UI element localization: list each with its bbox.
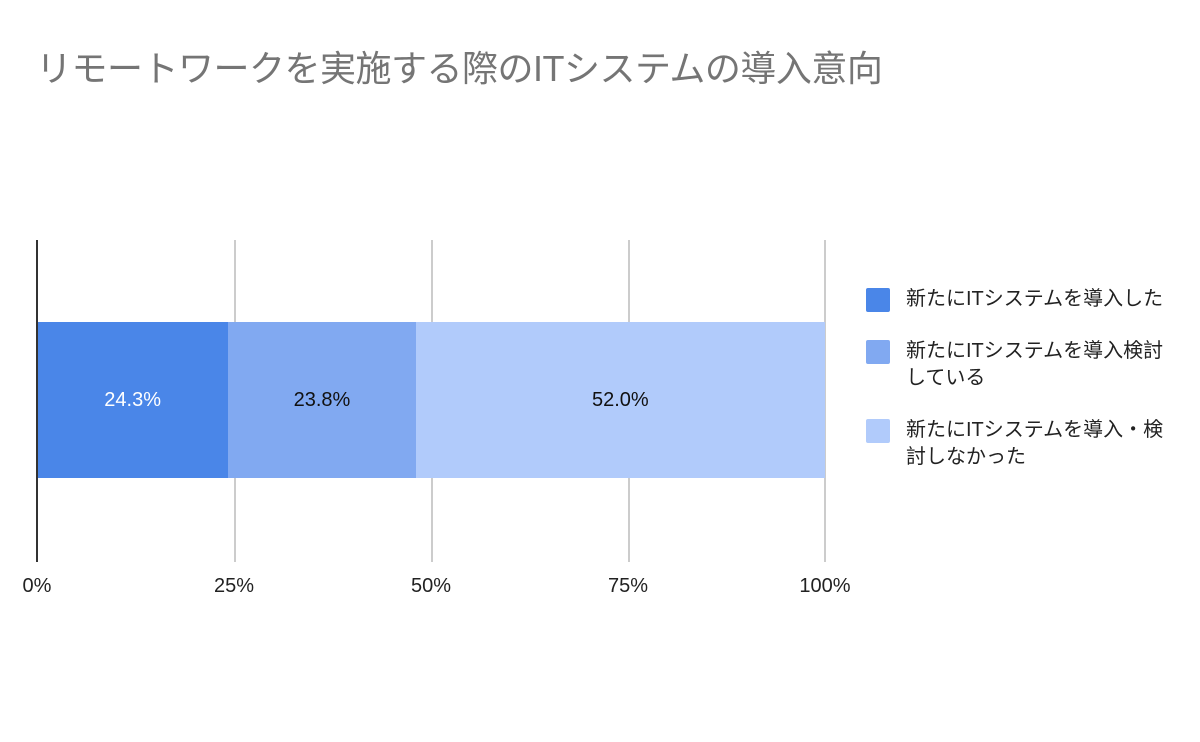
legend-item-considering[interactable]: 新たにITシステムを導入検討している [866, 338, 1186, 392]
x-tick-25: 25% [213, 575, 255, 597]
data-label: 52.0% [591, 388, 649, 411]
data-label: 24.3% [104, 388, 161, 411]
plot-area: 24.3% 23.8% 52.0% [36, 240, 826, 562]
legend-label: 新たにITシステムを導入した [906, 288, 1164, 310]
gridline-100 [824, 240, 826, 562]
data-label: 23.8% [293, 388, 351, 411]
chart-title: リモートワークを実施する際のITシステムの導入意向 [36, 48, 883, 89]
bar-segment-not-considered[interactable]: 52.0% [415, 322, 825, 478]
legend-swatch-icon [866, 340, 890, 364]
x-tick-50: 50% [410, 575, 452, 597]
legend-label: 新たにITシステムを導入検討している [906, 340, 1164, 389]
legend-item-not-considered[interactable]: 新たにITシステムを導入・検討しなかった [866, 417, 1186, 471]
x-tick-100: 100% [799, 575, 851, 597]
legend-swatch-icon [866, 288, 890, 312]
bar-segment-introduced[interactable]: 24.3% [37, 322, 229, 478]
stacked-bar: 24.3% 23.8% 52.0% [37, 322, 825, 478]
y-axis-line [36, 240, 38, 562]
x-tick-0: 0% [22, 575, 52, 597]
legend-swatch-icon [866, 419, 890, 443]
legend-item-introduced[interactable]: 新たにITシステムを導入した [866, 286, 1186, 313]
bar-segment-considering[interactable]: 23.8% [228, 322, 416, 478]
x-tick-75: 75% [607, 575, 649, 597]
legend-label: 新たにITシステムを導入・検討しなかった [906, 419, 1164, 468]
legend: 新たにITシステムを導入した 新たにITシステムを導入検討している 新たにITシ… [866, 286, 1186, 496]
